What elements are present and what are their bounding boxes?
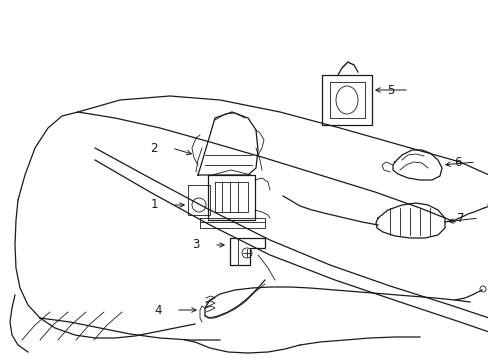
- Text: 5: 5: [387, 84, 394, 96]
- Text: 3: 3: [192, 238, 200, 252]
- Text: 4: 4: [154, 303, 162, 316]
- Text: 1: 1: [150, 198, 158, 211]
- Text: 6: 6: [453, 156, 461, 168]
- Text: 7: 7: [457, 211, 464, 225]
- Text: 2: 2: [150, 141, 158, 154]
